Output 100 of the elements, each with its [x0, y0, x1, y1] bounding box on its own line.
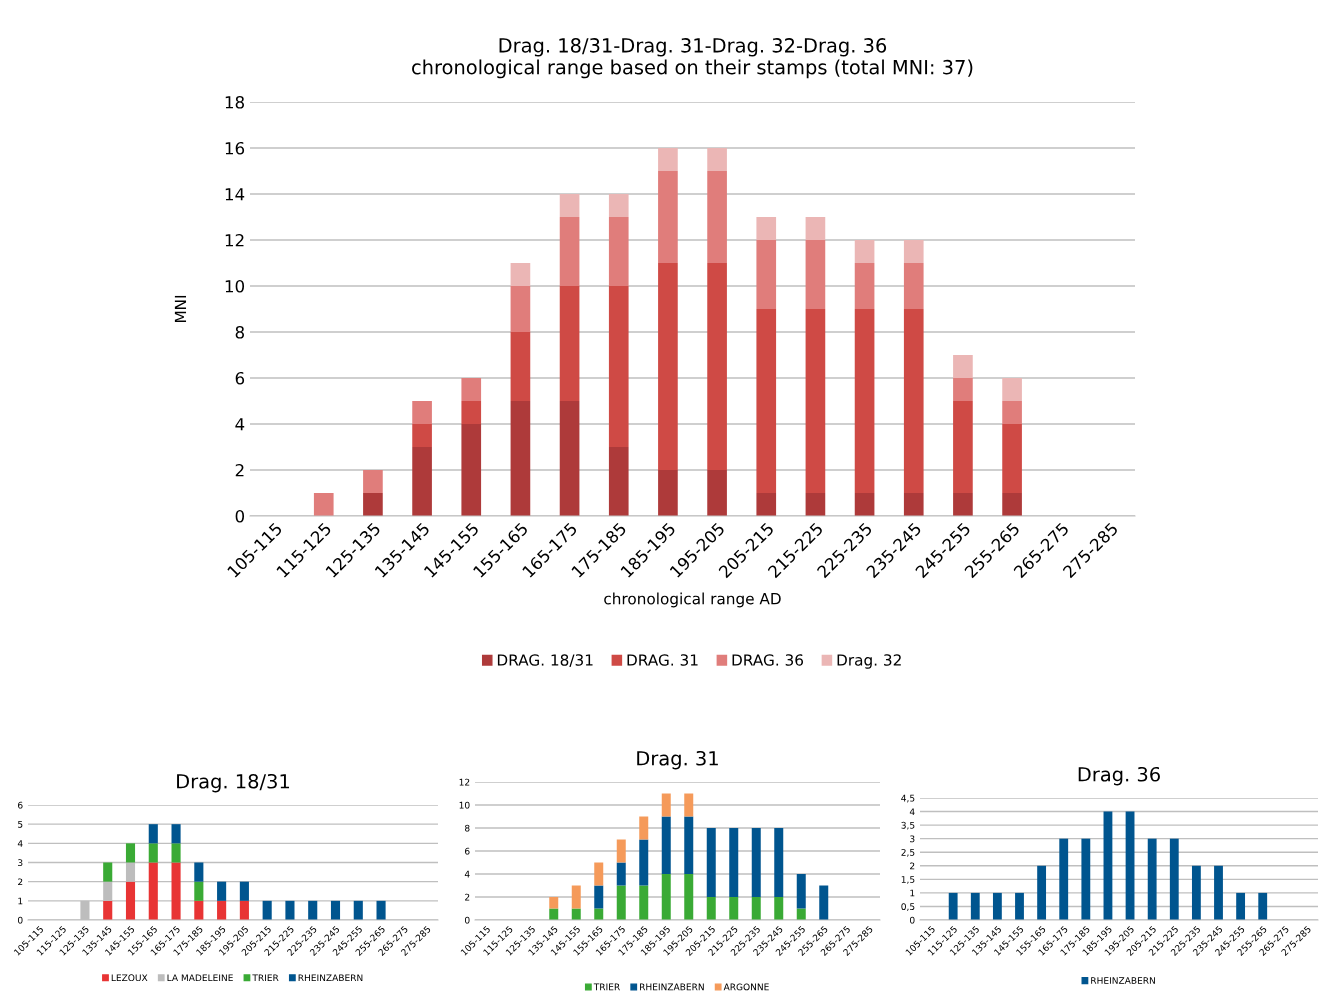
legend-label: TRIER — [593, 983, 620, 991]
bar — [903, 309, 924, 493]
bar — [756, 493, 777, 516]
bar — [559, 401, 580, 516]
bar — [262, 900, 272, 920]
bar — [1002, 378, 1022, 401]
bar — [854, 309, 875, 493]
y-tick-label: 0 — [464, 916, 470, 924]
y-tick-label: 4 — [17, 840, 23, 847]
bar — [353, 900, 363, 920]
y-tick-label: 2 — [18, 878, 23, 886]
y-tick-label: 4 — [464, 870, 470, 878]
y-tick-label: 10 — [225, 279, 245, 293]
bar — [1169, 838, 1179, 920]
y-tick-label: 2 — [465, 893, 470, 901]
bar — [854, 263, 875, 309]
bar — [1214, 865, 1223, 920]
bar — [594, 885, 604, 909]
bar — [608, 194, 629, 217]
bar — [461, 378, 482, 401]
legend-label: DRAG. 31 — [627, 654, 698, 666]
bar — [796, 908, 806, 920]
bar — [953, 378, 973, 401]
bar — [684, 816, 694, 874]
x-axis-title: chronological range AD — [604, 592, 781, 608]
bar — [608, 447, 629, 516]
bar — [171, 843, 181, 863]
bar — [756, 240, 777, 309]
bar — [1002, 401, 1022, 424]
bar — [363, 470, 383, 493]
bar — [594, 862, 604, 886]
bar — [1147, 838, 1157, 920]
legend-label: DRAG. 36 — [732, 654, 804, 666]
bar — [412, 447, 432, 516]
bar — [854, 240, 875, 263]
bar — [707, 171, 727, 263]
bar — [148, 862, 158, 920]
legend-label: Drag. 32 — [837, 654, 901, 669]
bar — [661, 874, 671, 920]
legend-label: RHEINZABERN — [640, 983, 704, 991]
bar — [658, 148, 678, 171]
y-tick-label: 5 — [18, 821, 23, 828]
bar — [559, 194, 580, 217]
bar — [639, 816, 649, 840]
bar — [559, 286, 580, 401]
bar — [639, 885, 649, 920]
bar — [194, 881, 204, 901]
bar — [774, 828, 784, 897]
bar — [103, 900, 113, 920]
bar — [363, 493, 383, 516]
y-tick-label: 14 — [225, 188, 245, 201]
bar — [1258, 892, 1268, 920]
bar — [461, 401, 482, 424]
bar — [1015, 892, 1024, 920]
bar — [854, 493, 875, 516]
y-tick-label: 0,5 — [901, 903, 915, 911]
bar — [639, 839, 649, 886]
bar — [559, 217, 580, 286]
bar — [706, 897, 716, 920]
bar — [616, 885, 626, 920]
bar — [729, 897, 739, 920]
y-tick-label: 4 — [909, 808, 915, 815]
bar — [549, 908, 559, 920]
y-tick-label: 2 — [235, 463, 244, 477]
bar — [658, 263, 678, 470]
bar — [103, 862, 113, 882]
bar — [658, 171, 678, 263]
bar — [1059, 838, 1069, 920]
bar — [608, 286, 629, 447]
y-tick-label: 12 — [225, 233, 244, 247]
bar — [729, 828, 739, 897]
y-tick-label: 12 — [459, 778, 470, 786]
bar — [953, 493, 973, 516]
legend-label: LA MADELEINE — [167, 974, 233, 981]
bar — [285, 900, 295, 920]
bar — [953, 355, 973, 378]
bar — [992, 892, 1002, 920]
y-tick-label: 6 — [465, 847, 470, 855]
y-tick-label: 0 — [235, 509, 245, 523]
y-axis-title: MNI — [174, 295, 187, 323]
bar — [1002, 493, 1022, 516]
bar — [774, 897, 784, 920]
bar — [805, 309, 826, 493]
chart-title: Drag. 36 — [1078, 766, 1160, 786]
chart-title: Drag. 18/31-Drag. 31-Drag. 32-Drag. 36 chronological range based on their stamps (total MNI: 37) — [412, 38, 973, 79]
bar — [1081, 838, 1091, 920]
bar — [756, 309, 777, 493]
bar — [707, 470, 727, 516]
bar — [970, 892, 980, 920]
bar — [171, 824, 181, 844]
bar — [1236, 892, 1246, 920]
bar — [1037, 865, 1047, 920]
y-tick-label: 1 — [18, 897, 23, 905]
bar — [903, 493, 924, 516]
bar — [706, 828, 716, 897]
bar — [661, 793, 671, 817]
legend-label: RHEINZABERN — [298, 974, 363, 981]
bar — [194, 900, 204, 920]
bar — [684, 874, 694, 920]
bar — [796, 874, 806, 909]
